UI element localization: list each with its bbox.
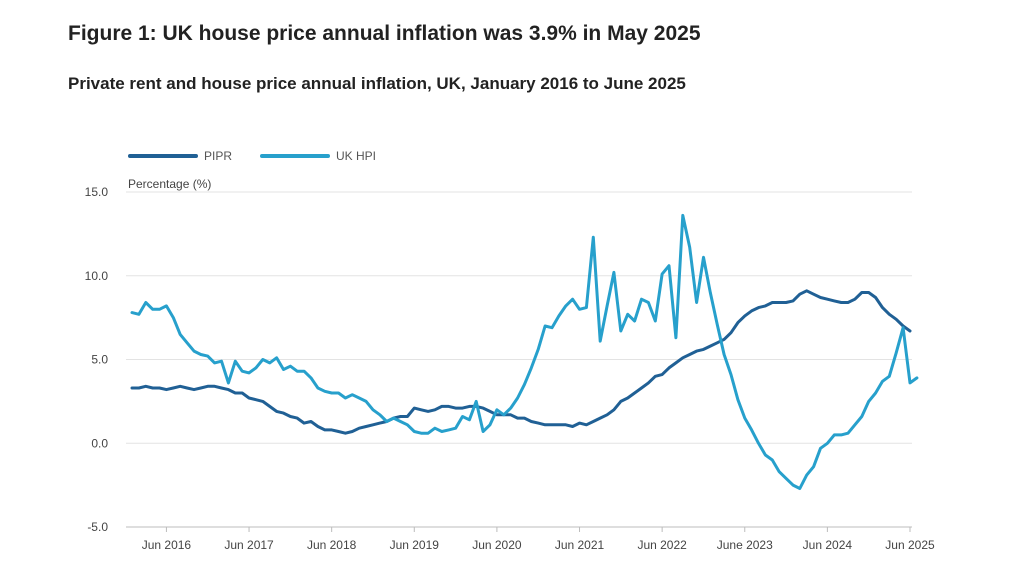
x-tick-label: Jun 2025 xyxy=(885,538,935,552)
chart-subtitle: Private rent and house price annual infl… xyxy=(68,74,686,93)
legend-swatch-pipr xyxy=(128,154,198,158)
x-tick-label: Jun 2018 xyxy=(307,538,357,552)
y-axis-label: Percentage (%) xyxy=(128,177,211,191)
page-title: Figure 1: UK house price annual inflatio… xyxy=(68,22,701,45)
y-tick-label: 15.0 xyxy=(85,185,109,199)
x-tick-label: Jun 2016 xyxy=(142,538,192,552)
y-tick-label: 0.0 xyxy=(91,436,108,450)
x-tick-label: June 2023 xyxy=(717,538,773,552)
x-tick-label: Jun 2020 xyxy=(472,538,522,552)
legend-label-pipr: PIPR xyxy=(204,149,233,163)
series-line-pipr[interactable] xyxy=(130,289,912,435)
x-tick-label: Jun 2021 xyxy=(555,538,605,552)
y-tick-label: 5.0 xyxy=(91,353,108,367)
series-line-uk-hpi[interactable] xyxy=(130,213,919,490)
x-tick-label: Jun 2019 xyxy=(390,538,440,552)
x-tick-label: Jun 2024 xyxy=(803,538,853,552)
y-tick-label: 10.0 xyxy=(85,269,109,283)
legend-label-uk-hpi: UK HPI xyxy=(336,149,377,163)
legend-swatch-uk-hpi xyxy=(260,154,330,158)
x-tick-label: Jun 2022 xyxy=(637,538,687,552)
y-tick-label: -5.0 xyxy=(87,520,108,534)
x-tick-label: Jun 2017 xyxy=(224,538,274,552)
